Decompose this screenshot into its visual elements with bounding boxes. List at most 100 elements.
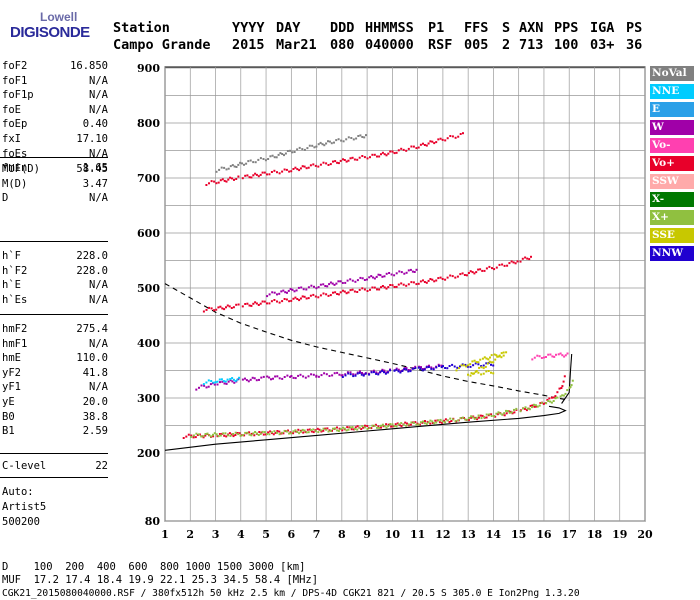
echo-point <box>569 386 572 388</box>
legend-item-noval: NoVal <box>650 66 694 81</box>
echo-point <box>403 368 406 370</box>
echo-point <box>227 380 230 383</box>
echo-point <box>328 375 331 377</box>
echo-point <box>498 263 501 266</box>
echo-point <box>475 271 478 274</box>
echo-point <box>216 435 219 438</box>
echo-point <box>328 283 331 286</box>
echo-point <box>305 297 308 300</box>
param-value: 275.4 <box>76 323 108 335</box>
echo-point <box>192 434 195 437</box>
echo-point <box>502 351 505 354</box>
echo-point <box>262 375 265 378</box>
echo-point <box>402 148 405 151</box>
echo-point <box>461 416 464 419</box>
echo-point <box>508 262 511 265</box>
echo-point <box>419 280 422 283</box>
echo-point <box>407 423 410 426</box>
param-row-hmf2: hmF2 275.4 <box>2 323 108 337</box>
echo-point <box>280 290 283 293</box>
echo-point <box>182 437 185 439</box>
echo-point <box>556 396 559 399</box>
echo-point <box>503 264 506 267</box>
param-row-foes: foEs N/A <box>2 148 108 162</box>
trace-vo- <box>531 352 569 361</box>
echo-point <box>536 354 539 357</box>
echo-point <box>289 375 292 378</box>
val-ps: 36 <box>626 37 643 53</box>
echo-point <box>383 275 386 278</box>
echo-point <box>230 307 233 309</box>
echo-point <box>235 178 238 180</box>
echo-point <box>490 363 492 366</box>
echo-point <box>249 378 252 381</box>
param-label: foE <box>2 103 21 116</box>
x-tick-label: 13 <box>461 528 476 541</box>
echo-point <box>286 150 289 152</box>
echo-point <box>410 421 413 424</box>
echo-point <box>216 380 219 383</box>
trace-nnw <box>341 362 495 378</box>
echo-point <box>435 366 438 369</box>
echo-point <box>319 283 322 286</box>
echo-point <box>225 180 228 183</box>
echo-point <box>467 419 470 421</box>
echo-point <box>376 288 378 291</box>
echo-point <box>429 422 432 425</box>
echo-point <box>237 163 240 166</box>
echo-point <box>480 366 483 369</box>
param-value: 228.0 <box>76 264 108 277</box>
param-label: M(D) <box>2 177 28 190</box>
echo-point <box>560 387 563 389</box>
echo-point <box>396 422 399 425</box>
echo-point <box>444 139 447 142</box>
echo-point <box>490 361 493 364</box>
param-label: h`F2 <box>2 264 28 277</box>
echo-point <box>429 419 432 422</box>
param-row-fof2: foF2 16.850 <box>2 60 108 74</box>
param-row-b0: B0 38.8 <box>2 411 108 425</box>
echo-point <box>253 377 256 380</box>
echo-point <box>208 182 210 185</box>
hdr-ps: PS <box>626 20 643 36</box>
echo-point <box>217 306 220 309</box>
param-value: N/A <box>89 337 108 350</box>
echo-point <box>274 431 277 434</box>
echo-point <box>464 363 467 366</box>
echo-point <box>288 432 291 435</box>
echo-point <box>383 425 386 428</box>
echo-point <box>540 401 543 404</box>
echo-point <box>421 369 424 372</box>
echo-point <box>317 296 320 299</box>
echo-point <box>303 165 306 168</box>
echo-point <box>279 152 282 155</box>
echo-point <box>345 429 348 432</box>
echo-point <box>250 176 253 179</box>
param-label: hmF1 <box>2 337 28 350</box>
echo-point <box>563 355 566 358</box>
hdr-ffs: FFS <box>464 20 489 36</box>
echo-point <box>508 411 511 414</box>
param-value: N/A <box>89 147 108 160</box>
echo-point <box>381 151 384 154</box>
param-row-hf: h`F 228.0 <box>2 250 108 264</box>
echo-point <box>302 431 305 434</box>
echo-point <box>499 412 502 415</box>
echo-point <box>192 436 195 439</box>
echo-point <box>483 356 486 359</box>
echo-point <box>449 274 452 277</box>
echo-point <box>422 142 424 145</box>
echo-point <box>430 366 433 369</box>
echo-point <box>234 434 237 436</box>
echo-point <box>405 368 408 371</box>
echo-point <box>221 178 224 181</box>
echo-point <box>223 166 226 169</box>
echo-point <box>337 138 340 141</box>
val-pps: 100 <box>554 37 579 53</box>
echo-point <box>343 427 346 430</box>
echo-point <box>312 431 315 434</box>
echo-point <box>411 367 414 370</box>
echo-point <box>241 177 244 180</box>
echo-point <box>371 153 374 156</box>
echo-point <box>385 272 388 275</box>
